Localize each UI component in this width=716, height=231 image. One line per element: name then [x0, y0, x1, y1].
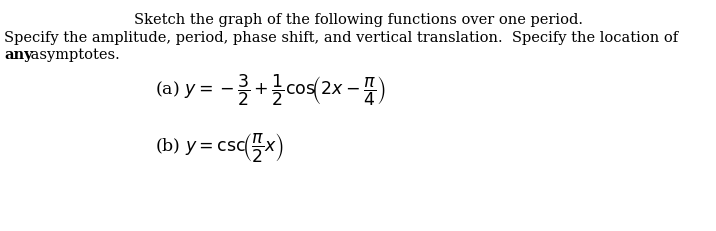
Text: (b) $y = \mathrm{csc}\!\left(\dfrac{\pi}{2}x\right)$: (b) $y = \mathrm{csc}\!\left(\dfrac{\pi}…: [155, 131, 284, 164]
Text: Specify the amplitude, period, phase shift, and vertical translation.  Specify t: Specify the amplitude, period, phase shi…: [4, 31, 678, 45]
Text: any: any: [4, 48, 33, 62]
Text: asymptotes.: asymptotes.: [26, 48, 120, 62]
Text: Sketch the graph of the following functions over one period.: Sketch the graph of the following functi…: [133, 13, 583, 27]
Text: (a) $y = -\dfrac{3}{2} + \dfrac{1}{2}\mathrm{cos}\!\left(2x - \dfrac{\pi}{4}\rig: (a) $y = -\dfrac{3}{2} + \dfrac{1}{2}\ma…: [155, 73, 386, 108]
